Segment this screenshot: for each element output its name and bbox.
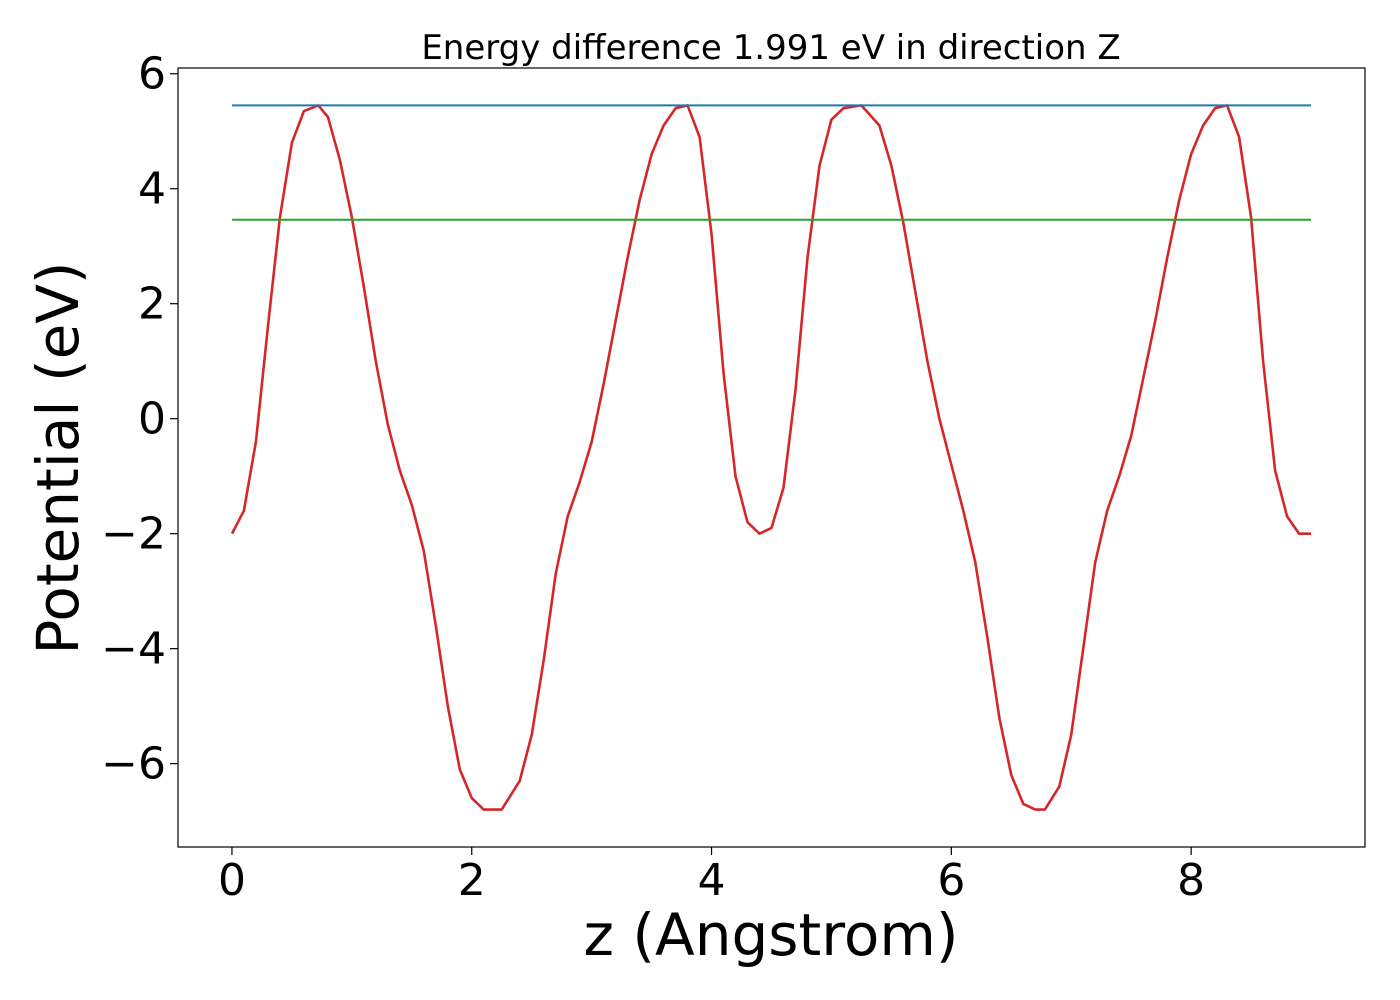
y-tick-label: 2 — [138, 279, 166, 330]
chart-title: Energy difference 1.991 eV in direction … — [421, 28, 1120, 68]
y-tick-label: −6 — [101, 739, 166, 790]
y-tick-label: 0 — [138, 394, 166, 445]
x-tick-label: 4 — [698, 855, 726, 906]
x-tick-label: 0 — [218, 855, 246, 906]
x-tick-label: 2 — [458, 855, 486, 906]
y-tick-label: 4 — [138, 164, 166, 215]
y-ticks: −6 −4 −2 0 2 4 6 — [101, 49, 178, 790]
plot-frame — [177, 67, 1366, 848]
y-tick-label: 6 — [138, 49, 166, 100]
x-ticks: 0 2 4 6 8 — [218, 847, 1205, 906]
y-tick-label: −4 — [101, 624, 166, 675]
y-axis-label: Potential (eV) — [24, 261, 92, 654]
x-tick-label: 8 — [1177, 855, 1205, 906]
series-layer — [230, 104, 1311, 811]
x-tick-label: 6 — [937, 855, 965, 906]
y-tick-label: −2 — [101, 509, 166, 560]
series-line-0 — [230, 104, 1311, 811]
plot-area — [178, 68, 1365, 847]
x-axis-label: z (Angstrom) — [584, 901, 959, 969]
